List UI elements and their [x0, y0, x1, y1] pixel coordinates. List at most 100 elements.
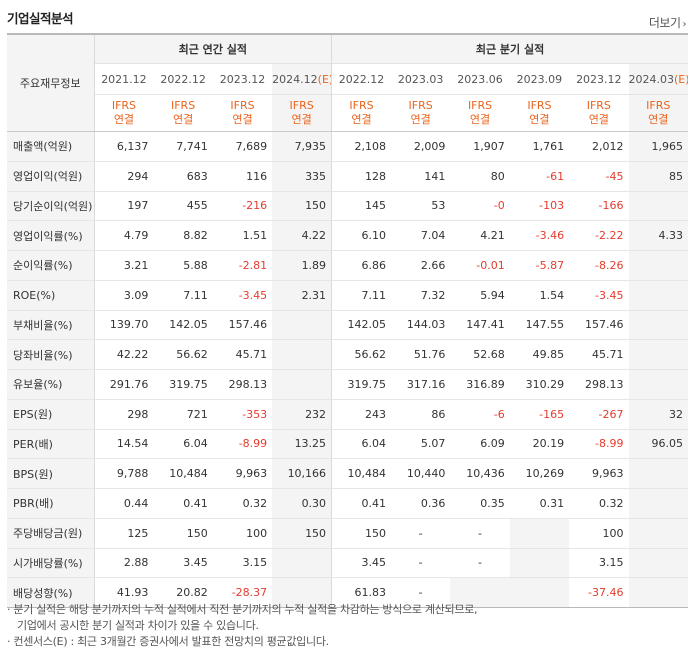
- table-row: 매출액(억원) 6,137 7,741 7,689 7,935 2,108 2,009 1,9…: [7, 131, 688, 162]
- row-label: ROE(%): [7, 280, 95, 311]
- table-cell: 7.04: [390, 220, 451, 251]
- table-row: 영업이익률(%) 4.79 8.82 1.51 4.22 6.10 7.04 4.21 -3.4…: [7, 220, 688, 251]
- table-cell: 10,440: [390, 458, 451, 489]
- more-link[interactable]: 더보기 ›: [648, 14, 687, 31]
- table-cell: 10,166: [272, 458, 332, 489]
- row-label: PER(배): [7, 429, 95, 460]
- table-row: 배당성향(%) 41.93 20.82 -28.37 61.83- -37.46: [7, 577, 688, 608]
- table-cell: [628, 458, 688, 489]
- ifrs-line: IFRS: [349, 99, 374, 112]
- table-cell: 141: [390, 161, 451, 192]
- section-title: 기업실적분석: [7, 11, 74, 26]
- table-row: 당좌비율(%) 42.22 56.62 45.71 56.62 51.76 52.68 49.…: [7, 339, 688, 370]
- table-cell: 5.94: [450, 280, 510, 311]
- table-cell: [509, 577, 570, 608]
- table-cell: -: [450, 548, 510, 579]
- table-cell: 51.76: [390, 339, 451, 370]
- ifrs-line: IFRS: [289, 99, 314, 112]
- table-cell: 0.35: [450, 488, 510, 519]
- table-cell: 0.30: [272, 488, 332, 519]
- table-row: 순이익률(%) 3.21 5.88 -2.81 1.89 6.86 2.66 -0.01 -5.…: [7, 250, 688, 281]
- table-cell: 116: [212, 161, 273, 192]
- table-cell: 147.41: [450, 309, 510, 341]
- table-cell: 13.25: [272, 429, 332, 460]
- table-cell: -: [450, 517, 510, 549]
- table-cell: 455: [153, 191, 213, 222]
- table-cell: 319.75: [153, 369, 213, 400]
- table-row: 영업이익(억원) 294 683 116 335 128 141 80 -61 -45 85: [7, 161, 688, 192]
- table-cell: [628, 488, 688, 519]
- table-cell: 150: [153, 517, 213, 549]
- table-cell: 1,907: [450, 131, 510, 162]
- table-cell: -3.46: [509, 220, 570, 251]
- table-cell: 6.04: [331, 429, 391, 460]
- ifrs-label: IFRS 연결: [390, 94, 451, 132]
- table-cell: 45.71: [212, 339, 273, 370]
- ifrs-label: IFRS 연결: [153, 94, 213, 132]
- table-cell: 310.29: [509, 369, 570, 400]
- table-cell: 1,965: [628, 131, 688, 162]
- table-cell: 144.03: [390, 309, 451, 341]
- table-cell: 100: [212, 517, 273, 549]
- period-label: 2023.09: [516, 72, 563, 86]
- row-label: 순이익률(%): [7, 250, 95, 281]
- table-cell: 56.62: [331, 339, 391, 370]
- table-cell: 298: [94, 398, 154, 430]
- table-cell: 41.93: [94, 577, 154, 608]
- row-label: 매출액(억원): [7, 131, 95, 162]
- table-cell: 14.54: [94, 429, 154, 460]
- footnote-1: · 분기 실적은 해당 분기까지의 누적 실적에서 직전 분기까지의 누적 실적…: [7, 603, 478, 616]
- row-label: PBR(배): [7, 488, 95, 519]
- table-cell: 197: [94, 191, 154, 222]
- row-label: BPS(원): [7, 458, 95, 489]
- ifrs-label: IFRS 연결: [569, 94, 629, 132]
- consolidated-line: 연결: [351, 113, 372, 126]
- table-cell: -2.22: [569, 220, 629, 251]
- table-row: EPS(원) 298 721 -353 232 243 86 -6 -165 -267 32: [7, 398, 688, 430]
- table-cell: -28.37: [212, 577, 273, 608]
- table-cell: 142.05: [153, 309, 213, 341]
- table-cell: 6.09: [450, 429, 510, 460]
- table-cell: -3.45: [212, 280, 273, 311]
- table-cell: 3.45: [153, 548, 213, 579]
- consolidated-line: 연결: [588, 113, 609, 126]
- period-label: 2024.12: [272, 72, 318, 86]
- table-cell: 157.46: [212, 309, 273, 341]
- table-cell: 3.45: [331, 548, 391, 579]
- table-cell: 6.04: [153, 429, 213, 460]
- ifrs-line: IFRS: [230, 99, 255, 112]
- table-cell: 32: [628, 398, 688, 430]
- period-header: 2023.12: [569, 63, 629, 95]
- table-cell: 20.82: [153, 577, 213, 608]
- table-cell: 0.41: [331, 488, 391, 519]
- consolidated-line: 연결: [648, 113, 669, 126]
- period-label: 2023.12: [576, 72, 622, 86]
- table-cell: 100: [569, 517, 629, 549]
- ifrs-label: IFRS 연결: [509, 94, 570, 132]
- table-cell: 0.41: [153, 488, 213, 519]
- table-cell: 4.33: [628, 220, 688, 251]
- ifrs-line: IFRS: [586, 99, 611, 112]
- table-cell: 8.82: [153, 220, 213, 251]
- table-cell: 3.09: [94, 280, 154, 311]
- table-cell: 2,012: [569, 131, 629, 162]
- table-cell: -3.45: [569, 280, 629, 311]
- table-cell: [628, 548, 688, 579]
- period-header: 2021.12: [94, 63, 154, 95]
- table-cell: -: [390, 517, 451, 549]
- footnote-2: · 컨센서스(E) : 최근 3개월간 증권사에서 발표한 전망치의 평균값입니…: [7, 635, 329, 648]
- table-cell: 1.54: [509, 280, 570, 311]
- more-label[interactable]: 더보기: [648, 16, 681, 30]
- table-cell: -5.87: [509, 250, 570, 281]
- table-cell: [272, 577, 332, 608]
- row-label: 시가배당률(%): [7, 548, 95, 579]
- table-row: ROE(%) 3.09 7.11 -3.45 2.31 7.11 7.32 5.94 1.54-…: [7, 280, 688, 311]
- table-cell: [272, 369, 332, 400]
- row-label: 배당성향(%): [7, 577, 95, 608]
- table-cell: 317.16: [390, 369, 451, 400]
- table-cell: 10,484: [153, 458, 213, 489]
- table-cell: -37.46: [569, 577, 629, 608]
- table-cell: 2.66: [390, 250, 451, 281]
- table-cell: [628, 369, 688, 400]
- table-cell: [509, 517, 570, 549]
